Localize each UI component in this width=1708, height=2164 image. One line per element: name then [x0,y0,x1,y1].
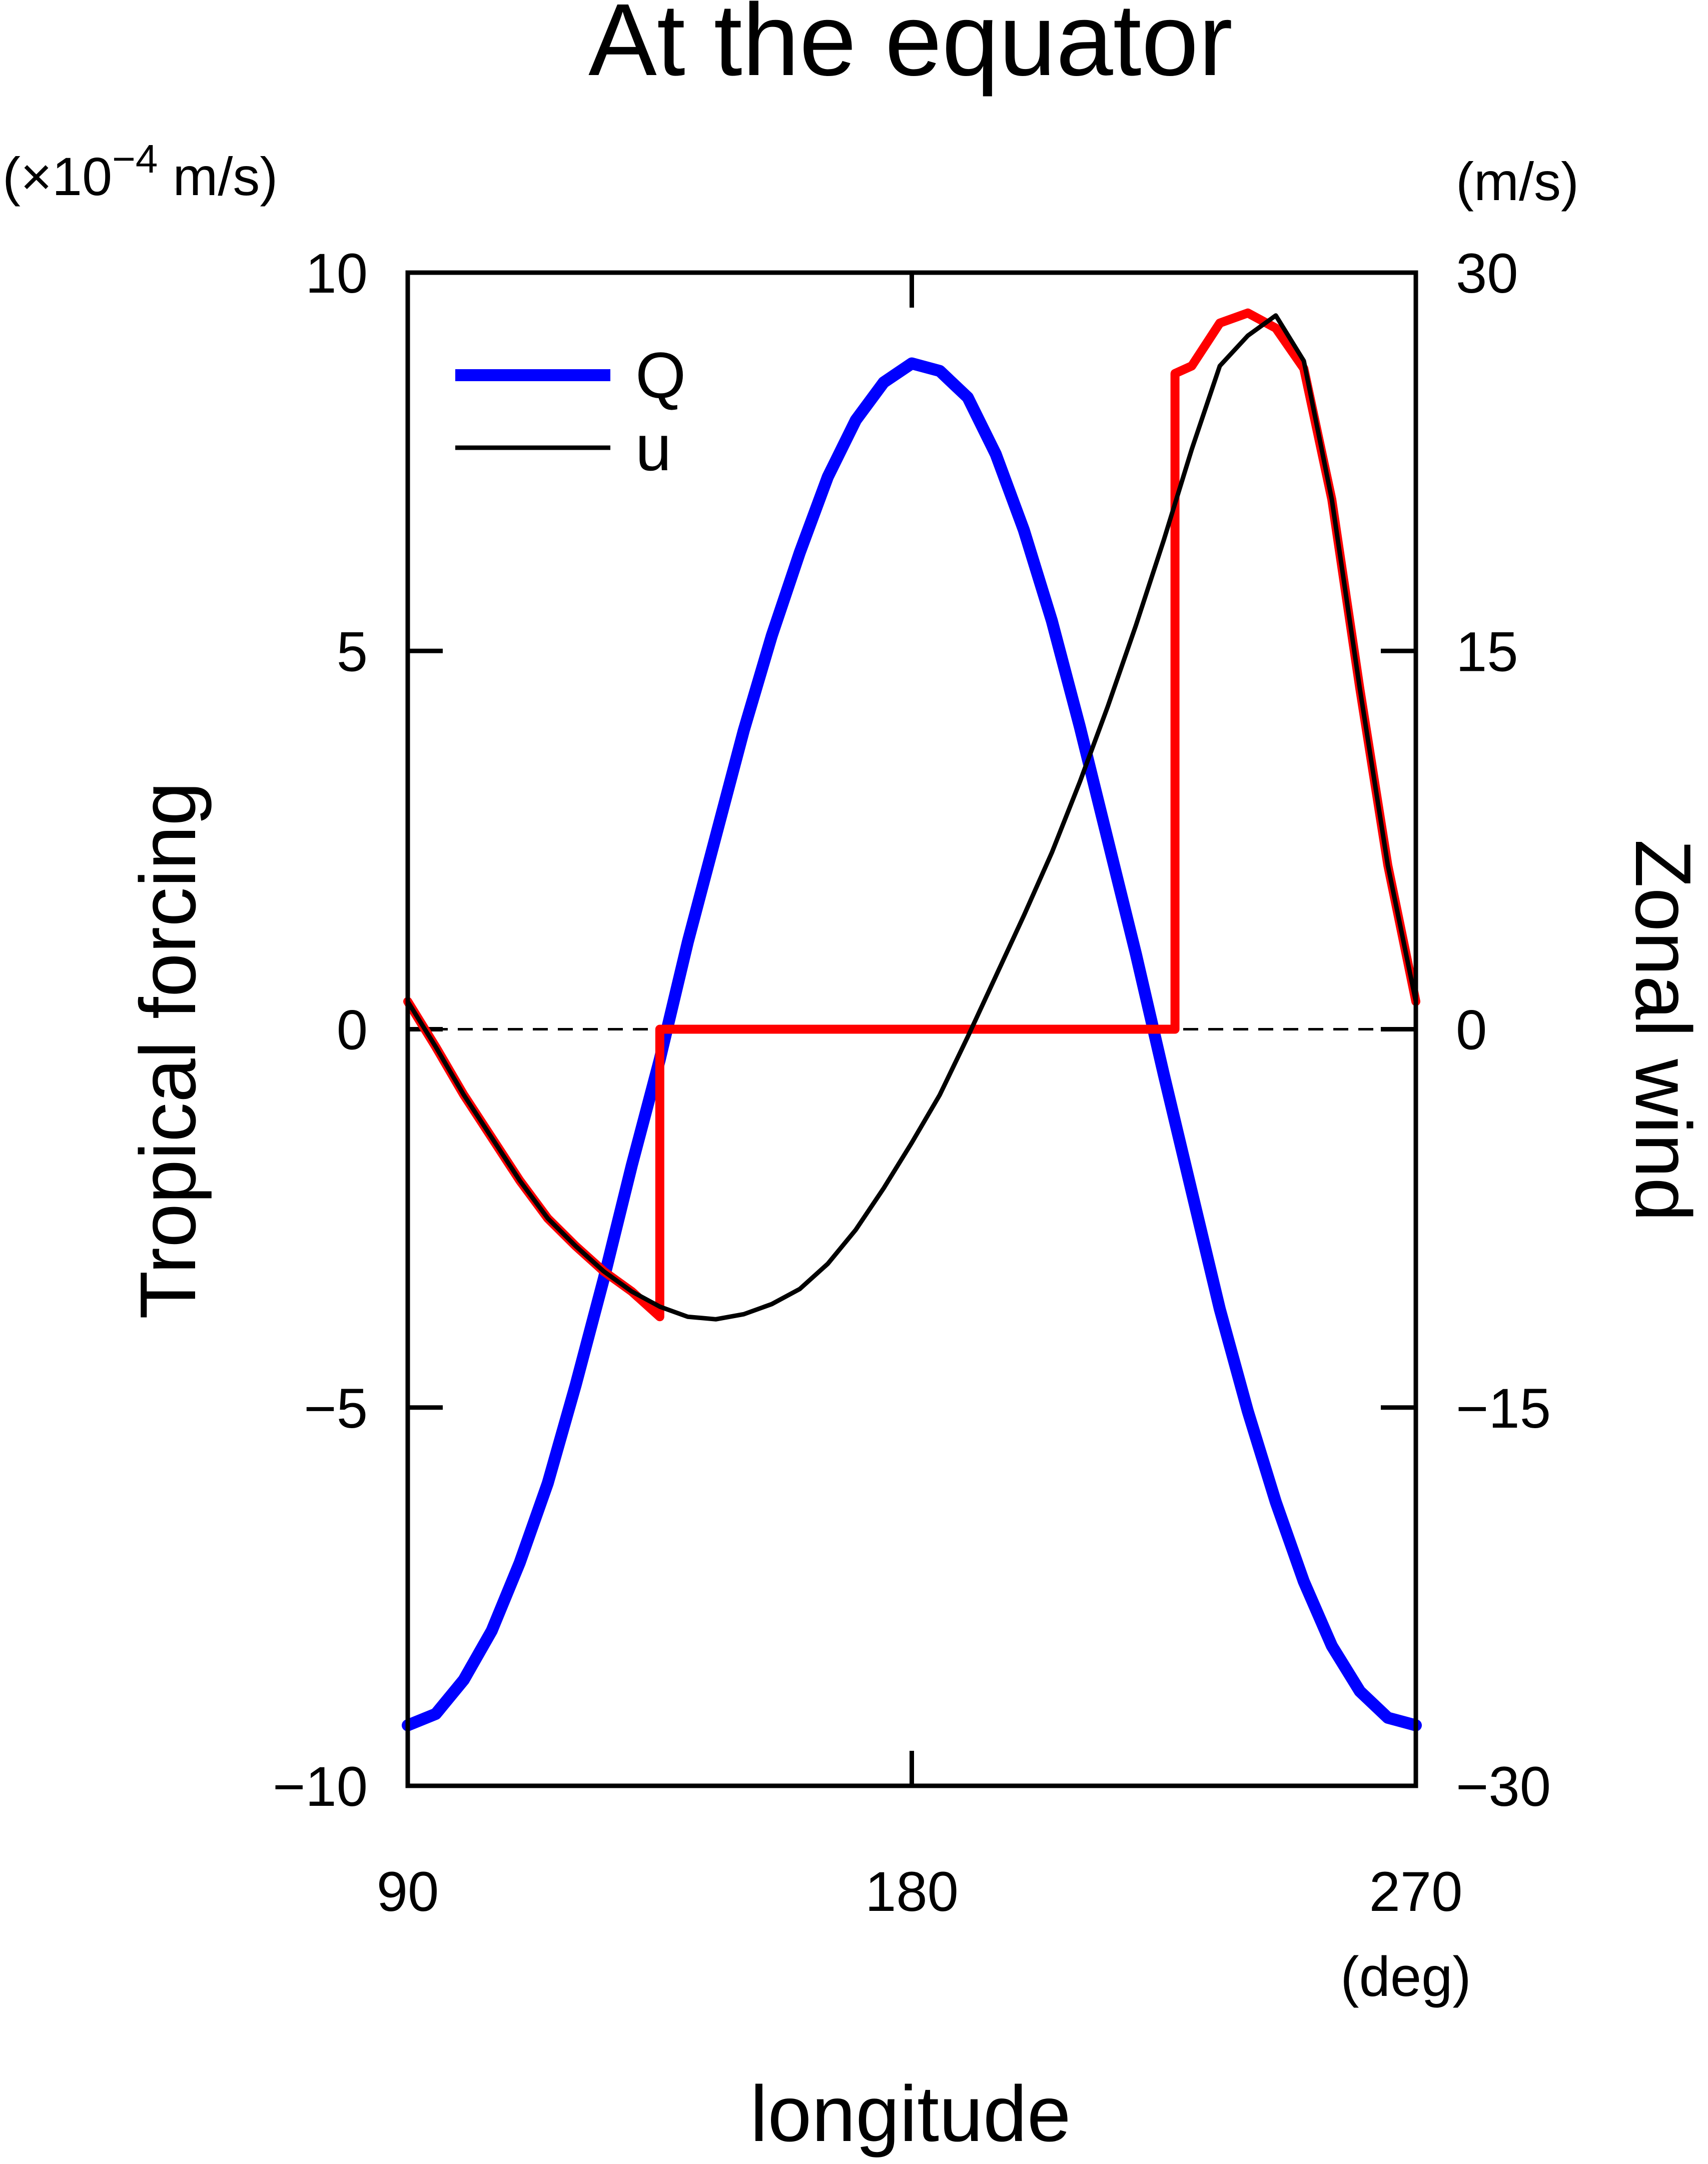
legend: Q u [455,339,686,484]
legend-label-q: Q [635,339,686,412]
x-tick-label: 180 [865,1860,959,1923]
y-right-tick-label: 30 [1456,242,1518,305]
y-left-tick-label: 5 [337,620,368,683]
y-right-tick-label: 15 [1456,620,1518,683]
series-line-highlight [403,308,1420,1322]
y-left-axis-label: Tropical forcing [124,782,212,1319]
y-left-unit: (×10−4 m/s) [3,137,278,207]
y-left-tick-label: 10 [305,242,368,305]
x-axis-label: longitude [750,2070,1071,2158]
plot-frame [405,270,1418,1788]
y-right-tick-label: −30 [1456,1755,1551,1818]
chart-title: At the equator [588,0,1233,97]
series-layer [402,308,1422,1731]
series-line-q [402,357,1422,1731]
series-line-u [405,313,1418,1322]
y-right-axis-label: Zonal wind [1619,839,1707,1222]
y-right-tick-label: −15 [1456,1377,1551,1440]
ticks-layer: 90 180 270 10 5 0 −5 −10 30 15 0 −15 −30 [273,242,1551,1923]
x-tick-label: 90 [377,1860,439,1923]
x-axis-unit: (deg) [1340,1945,1471,2008]
y-left-unit-exponent: −4 [112,137,158,181]
legend-label-u: u [635,411,671,484]
y-left-tick-label: −10 [273,1755,368,1818]
x-tick-label: 270 [1369,1860,1463,1923]
y-left-tick-label: −5 [304,1377,368,1440]
y-right-unit: (m/s) [1456,151,1579,212]
y-right-tick-label: 0 [1456,999,1487,1061]
y-left-tick-label: 0 [337,999,368,1061]
